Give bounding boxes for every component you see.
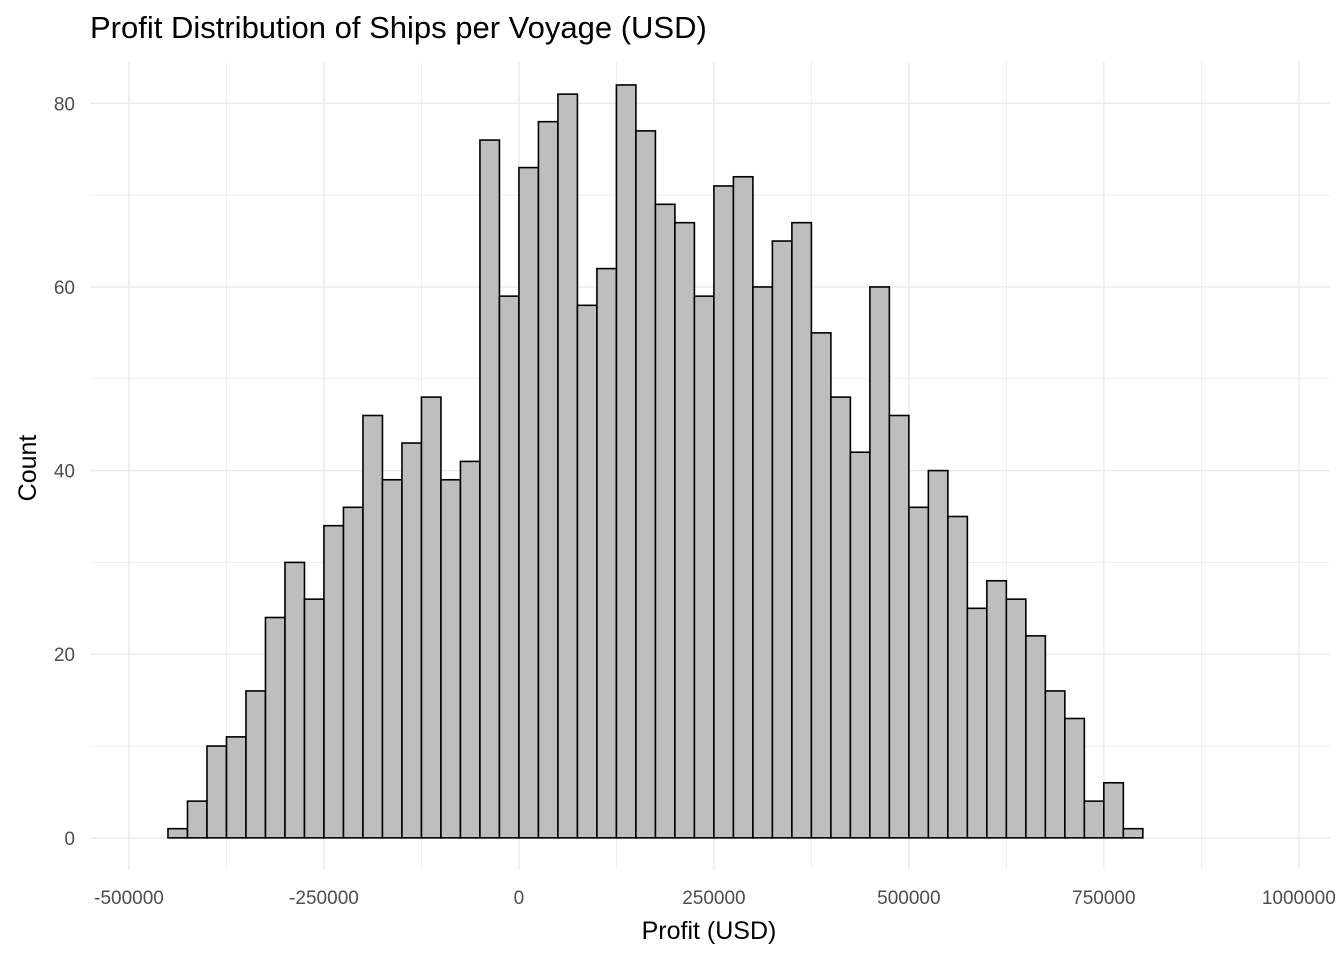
histogram-bar (498, 295, 520, 839)
histogram-bar (888, 414, 910, 839)
histogram-bar (245, 690, 267, 839)
x-axis-title: Profit (USD) (642, 917, 777, 945)
histogram-bar (830, 396, 852, 839)
histogram-bar (186, 800, 208, 839)
histogram-bar (381, 478, 403, 839)
histogram-bar (537, 120, 559, 839)
histogram-bar (557, 93, 579, 839)
histogram-bar (401, 442, 423, 839)
histogram-bar (342, 506, 364, 839)
histogram-bar (284, 561, 306, 839)
histogram-bar (615, 84, 637, 839)
histogram-bars (167, 84, 1144, 839)
histogram-bar (576, 304, 598, 839)
y-axis-tick-labels: 0 20 40 60 80 (54, 94, 75, 850)
histogram-bar (654, 203, 676, 839)
histogram-bar (1103, 781, 1125, 839)
x-tick-label: -500000 (94, 888, 164, 909)
histogram-bar (167, 827, 189, 839)
histogram-bar (966, 607, 988, 839)
y-tick-label: 20 (54, 645, 75, 666)
histogram-bar (713, 185, 735, 839)
x-tick-label: 250000 (682, 888, 745, 909)
histogram-bar (420, 396, 442, 839)
histogram-bar (303, 598, 325, 839)
y-tick-label: 80 (54, 94, 75, 115)
y-axis-title: Count (14, 435, 42, 502)
y-tick-label: 0 (64, 829, 75, 850)
histogram-bar (362, 414, 384, 839)
histogram-bar (1083, 800, 1105, 839)
histogram-bar (635, 130, 657, 839)
histogram-bar (732, 175, 754, 839)
histogram-bar (440, 478, 462, 839)
x-tick-label: 500000 (877, 888, 940, 909)
histogram-bar (1064, 717, 1086, 839)
histogram-bar (225, 736, 247, 839)
histogram-bar (771, 240, 793, 839)
histogram-bar (927, 469, 949, 839)
y-tick-label: 60 (54, 278, 75, 299)
histogram-bar (206, 745, 228, 839)
x-tick-label: 0 (514, 888, 525, 909)
histogram-bar (908, 506, 930, 839)
histogram-bar (693, 295, 715, 839)
histogram-bar (849, 451, 871, 839)
histogram-bar (323, 524, 345, 839)
histogram-bar (1025, 635, 1047, 839)
histogram-bar (596, 267, 618, 839)
x-tick-label: 750000 (1072, 888, 1135, 909)
x-tick-label: 1000000 (1262, 888, 1336, 909)
histogram-bar (459, 460, 481, 839)
histogram-bar (947, 515, 969, 839)
x-tick-label: -250000 (289, 888, 359, 909)
histogram-bar (986, 579, 1008, 839)
histogram-bar (1005, 598, 1027, 839)
chart-title: Profit Distribution of Ships per Voyage … (90, 10, 707, 45)
histogram-bar (1122, 827, 1144, 839)
histogram-bar (1044, 690, 1066, 839)
histogram-bar (674, 221, 696, 839)
histogram-bar (810, 332, 832, 839)
x-axis-tick-labels: -500000 -250000 0 250000 500000 750000 1000000 (94, 888, 1336, 909)
histogram-bar (869, 286, 891, 839)
y-tick-label: 40 (54, 462, 75, 483)
histogram-bar (479, 139, 501, 839)
histogram-bar (791, 221, 813, 839)
histogram-bar (752, 286, 774, 839)
histogram-bar (518, 166, 540, 839)
histogram-bar (264, 616, 286, 839)
